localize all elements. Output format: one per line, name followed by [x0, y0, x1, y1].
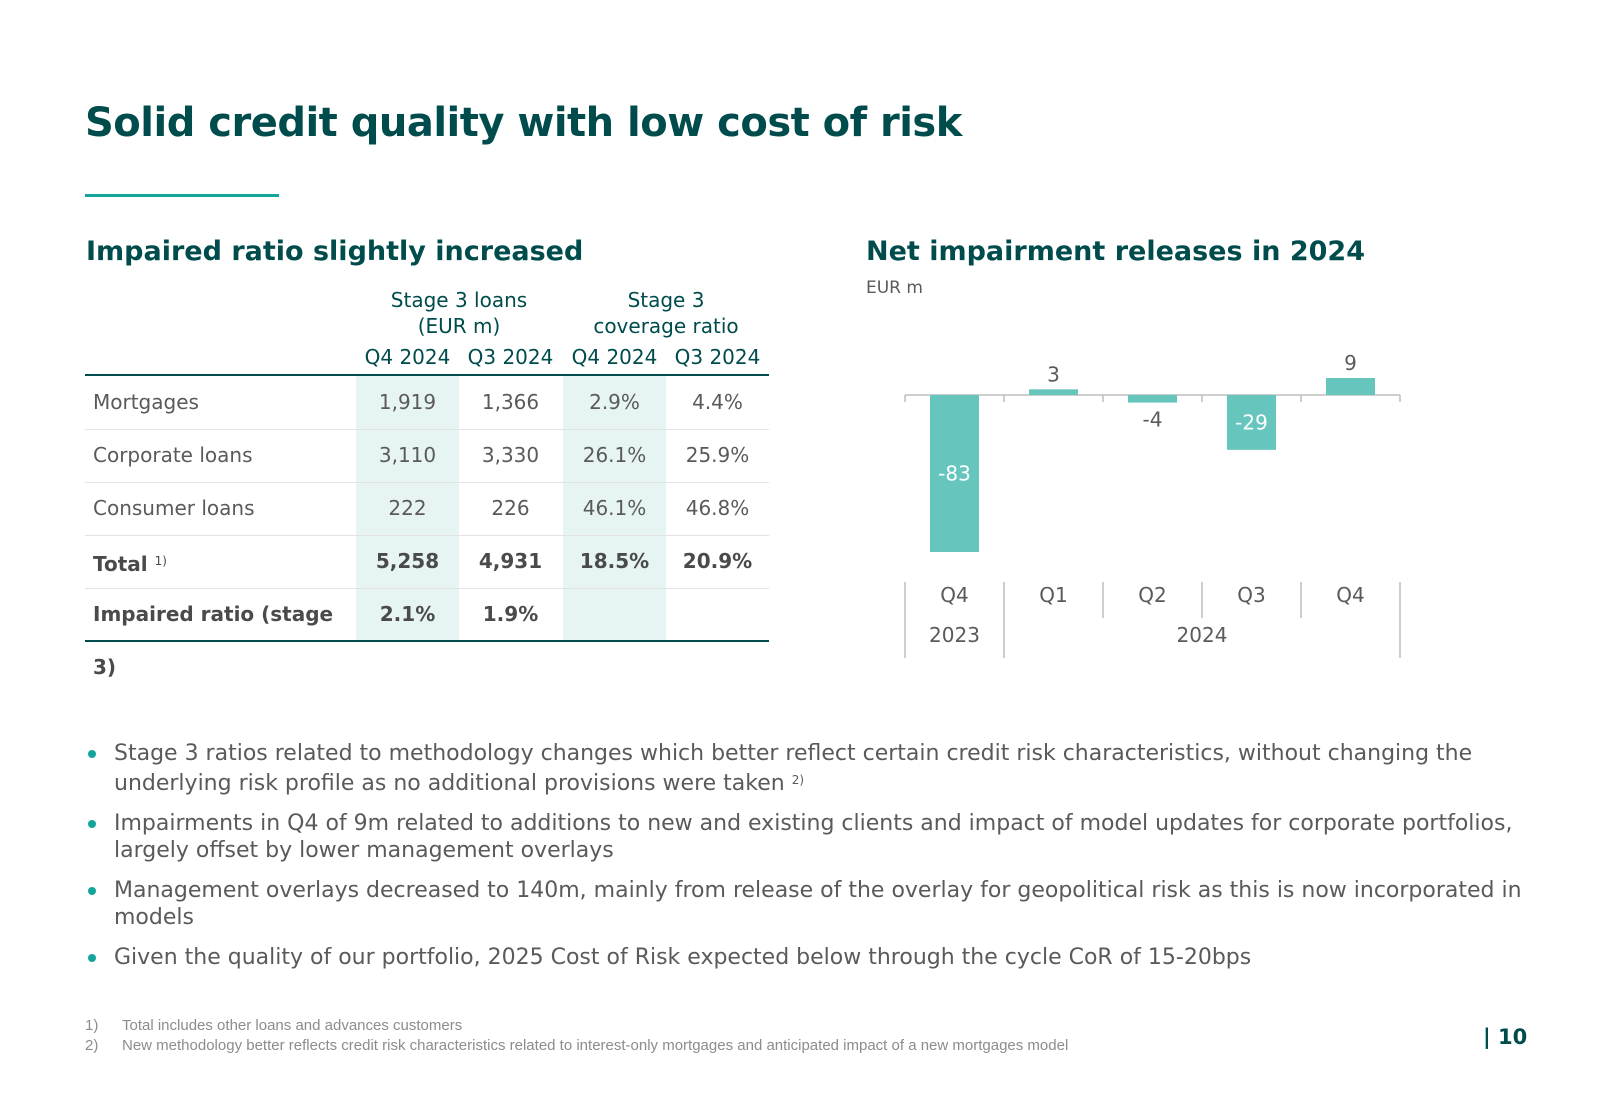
bullet-text: Stage 3 ratios related to methodology ch…: [114, 741, 1473, 796]
footnote: 1) Total includes other loans and advance…: [85, 1017, 462, 1034]
table-cell: 4,931: [478, 549, 543, 573]
table-row: Corporate loans 3,110 3,330 26.1% 25.9%: [85, 429, 769, 483]
total-label: Total: [93, 552, 148, 576]
table-row: Mortgages 1,919 1,366 2.9% 4.4%: [85, 376, 769, 430]
table-cell: 1,919: [378, 390, 437, 414]
bullet-text: Given the quality of our portfolio, 2025…: [114, 945, 1252, 970]
table-cell: 1.9%: [482, 602, 539, 626]
bar: [1029, 389, 1078, 395]
page-title: Solid credit quality with low cost of ri…: [85, 100, 962, 146]
coverage-ratio-header-line2: coverage ratio: [593, 314, 739, 338]
chart-title: Net impairment releases in 2024: [866, 236, 1365, 267]
bar: [930, 395, 979, 552]
table-top-rule: [85, 374, 769, 376]
table-cell: 4.4%: [692, 390, 743, 414]
bar: [1227, 395, 1276, 450]
stage3-loans-header-line1: Stage 3 loans: [390, 288, 528, 312]
chart-unit-label: EUR m: [866, 278, 923, 298]
bar-value-label: 9: [1344, 351, 1357, 375]
x-tick-label: Q4: [1336, 583, 1364, 607]
column-header: Q4 2024: [571, 345, 658, 369]
footnote-number: 1): [85, 1017, 99, 1034]
row-label: Consumer loans: [93, 496, 255, 520]
footnote-text: Total includes other loans and advances …: [122, 1017, 463, 1034]
x-tick-label: Q3: [1237, 583, 1265, 607]
table-cell: 46.8%: [685, 496, 750, 520]
table-cell: 3,330: [481, 443, 540, 467]
coverage-ratio-header-line1: Stage 3: [627, 288, 705, 312]
x-tick-label: Q4: [940, 583, 968, 607]
coverage-ratio-header: Stage 3 coverage ratio: [563, 287, 769, 339]
bullet-item: Stage 3 ratios related to methodology ch…: [86, 740, 1566, 797]
year-group-label: 2024: [1177, 623, 1228, 647]
bullet-item: Given the quality of our portfolio, 2025…: [86, 944, 1566, 971]
column-header: Q3 2024: [674, 345, 761, 369]
footnote: 2) New methodology better reflects credit…: [85, 1037, 1068, 1054]
bar-value-label: -4: [1143, 408, 1163, 432]
title-underline: [85, 194, 279, 197]
highlight-column: [356, 376, 459, 640]
bullet-list: Stage 3 ratios related to methodology ch…: [86, 740, 1566, 984]
year-group-label: 2023: [929, 623, 980, 647]
footnote-marker: 2): [791, 773, 805, 787]
table-cell: [563, 588, 666, 641]
bar: [1326, 377, 1375, 395]
table-cell: 2.9%: [589, 390, 640, 414]
table-cell: 222: [388, 496, 427, 520]
table-row-total: Total 1) 5,258 4,931 18.5% 20.9%: [85, 535, 769, 589]
table-cell: 1,366: [481, 390, 540, 414]
footnote-number: 2): [85, 1037, 99, 1054]
footnote-text: New methodology better reflects credit r…: [122, 1037, 1069, 1054]
bullet-item: Management overlays decreased to 140m, m…: [86, 877, 1566, 931]
row-label: Corporate loans: [93, 443, 253, 467]
row-label: Impaired ratio (stage 3): [93, 602, 334, 679]
bullet-item: Impairments in Q4 of 9m related to addit…: [86, 810, 1566, 864]
row-label: Total 1): [93, 535, 353, 588]
row-label: Mortgages: [93, 390, 199, 414]
table-cell: 226: [491, 496, 530, 520]
table-cell: 46.1%: [582, 496, 647, 520]
x-tick-label: Q2: [1138, 583, 1166, 607]
table-cell: 18.5%: [579, 549, 650, 573]
column-header: Q3 2024: [467, 345, 554, 369]
x-tick-label: Q1: [1039, 583, 1067, 607]
table-cell: 25.9%: [685, 443, 750, 467]
stage3-loans-header: Stage 3 loans (EUR m): [356, 287, 562, 339]
table-bottom-rule: [85, 640, 769, 642]
table-cell: 26.1%: [582, 443, 647, 467]
table-row-impaired-ratio: Impaired ratio (stage 3) 2.1% 1.9%: [85, 588, 769, 679]
stage3-loans-header-line2: (EUR m): [417, 314, 501, 338]
table-cell: 3,110: [378, 443, 437, 467]
table-cell: 2.1%: [379, 602, 436, 626]
bar-value-label: -83: [938, 462, 971, 486]
table-cell: 20.9%: [682, 549, 753, 573]
column-header: Q4 2024: [364, 345, 451, 369]
bar-value-label: -29: [1235, 410, 1268, 434]
table-row: Consumer loans 222 226 46.1% 46.8%: [85, 482, 769, 536]
bullet-text: Impairments in Q4 of 9m related to addit…: [114, 811, 1513, 863]
footnote-marker: 1): [154, 554, 167, 568]
highlight-column: [563, 376, 666, 640]
page-number: | 10: [1483, 1025, 1528, 1049]
bullet-text: Management overlays decreased to 140m, m…: [114, 878, 1522, 930]
table-cell: 5,258: [375, 549, 440, 573]
bar-value-label: 3: [1047, 362, 1060, 386]
impairment-bar-chart: -83 Q4 3 Q1 -4 Q2 -29 Q3 9 Q4 2023 2024: [904, 351, 1401, 658]
table-section-title: Impaired ratio slightly increased: [86, 236, 584, 267]
table-cell: [666, 588, 769, 641]
bar: [1128, 395, 1177, 403]
